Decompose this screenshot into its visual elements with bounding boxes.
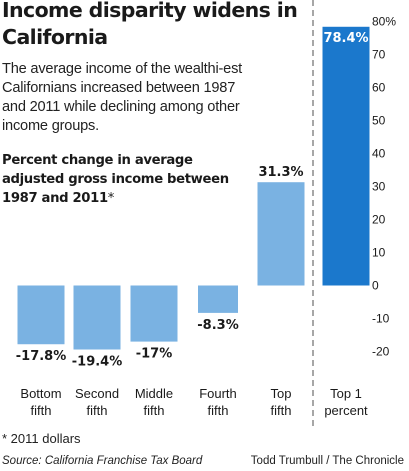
- y-tick-label: 0: [372, 279, 379, 293]
- y-tick-label: 70: [372, 48, 386, 62]
- chart-heading: Percent change in average adjusted gross…: [2, 151, 232, 208]
- bar: [73, 285, 121, 350]
- category-label: Fourth fifth: [199, 386, 237, 418]
- bar: [17, 285, 65, 345]
- y-tick-label: -10: [372, 312, 390, 326]
- bar: [130, 285, 178, 342]
- bar-value-label: 31.3%: [258, 165, 303, 180]
- category-label: Top fifth: [271, 386, 292, 418]
- bar-value-label: -17%: [136, 347, 173, 362]
- y-tick-label: 40: [372, 147, 386, 161]
- bar-value-label: 78.4%: [323, 31, 368, 46]
- source-note: Source: California Franchise Tax Board: [2, 455, 203, 467]
- credit-line: Todd Trumbull / The Chronicle: [250, 455, 404, 467]
- bar: [322, 26, 370, 286]
- category-label: Middle fifth: [135, 386, 173, 418]
- bar-value-label: -19.4%: [72, 355, 123, 370]
- chart-heading-text: Percent change in average adjusted gross…: [2, 153, 229, 206]
- y-tick-label: -20: [372, 345, 390, 359]
- y-tick-label: 20: [372, 213, 386, 227]
- category-label: Top 1 percent: [324, 386, 368, 418]
- bar-value-label: -8.3%: [197, 318, 238, 333]
- chart-title: Income disparity widens in California: [2, 0, 298, 49]
- bar: [198, 285, 238, 313]
- category-label: Second fifth: [75, 386, 119, 418]
- y-tick-label: 50: [372, 114, 386, 128]
- chart-heading-footnote-mark: *: [107, 191, 115, 206]
- bar-chart: 80% 70 60 50 40 30 20 10 0 -10 -20 -17.8% Bottom fift…: [16, 0, 396, 430]
- y-tick-label: 10: [372, 246, 386, 260]
- y-tick-label: 60: [372, 81, 386, 95]
- bar-value-label: -17.8%: [16, 349, 67, 364]
- footnote: * 2011 dollars: [2, 431, 81, 446]
- bar: [257, 182, 305, 286]
- category-label: Bottom fifth: [20, 386, 61, 418]
- y-tick-label: 80%: [372, 15, 396, 29]
- y-tick-label: 30: [372, 180, 386, 194]
- chart-subtitle: The average income of the wealthi-est Ca…: [2, 61, 243, 134]
